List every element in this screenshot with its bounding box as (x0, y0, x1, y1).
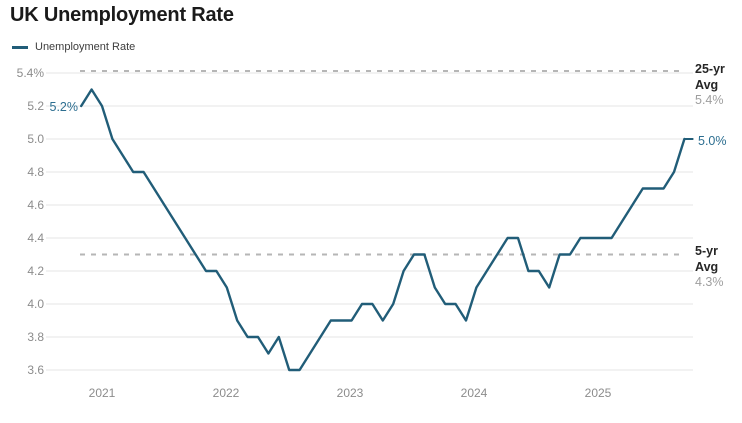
x-axis-tick-label: 2025 (585, 386, 612, 400)
annotation-25yr-avg-value: 5.4% (695, 93, 724, 107)
y-axis-tick-label: 4.6 (27, 198, 44, 212)
x-axis-tick-label: 2021 (89, 386, 116, 400)
y-axis-tick-label: 5.0 (27, 132, 44, 146)
annotation-5yr-avg-value: 4.3% (695, 275, 724, 289)
annotation-25yr-avg: 25-yr Avg 5.4% (695, 62, 741, 109)
x-axis-tick-label: 2024 (461, 386, 488, 400)
page-title: UK Unemployment Rate (10, 4, 234, 26)
last-point-value-label: 5.0% (698, 134, 727, 148)
y-axis-tick-label: 3.8 (27, 330, 44, 344)
y-axis-tick-label: 4.2 (27, 264, 44, 278)
x-axis-tick-label: 2022 (213, 386, 240, 400)
legend-label: Unemployment Rate (35, 41, 136, 53)
first-point-value-label: 5.2% (49, 100, 79, 114)
legend-line-swatch (12, 45, 28, 49)
y-axis-tick-label: 4.0 (27, 297, 44, 311)
annotation-5yr-avg: 5-yr Avg 4.3% (695, 244, 741, 291)
y-axis-tick-label: 3.6 (27, 363, 44, 377)
x-axis-tick-label: 2023 (337, 386, 364, 400)
annotation-5yr-avg-label: 5-yr Avg (695, 244, 719, 274)
y-axis-tick-label: 4.4 (27, 231, 44, 245)
legend-item-unemployment-rate[interactable]: Unemployment Rate (12, 41, 135, 53)
annotation-25yr-avg-label: 25-yr Avg (695, 62, 725, 92)
y-axis-tick-label: 5.2 (27, 99, 44, 113)
unemployment-rate-line (79, 88, 686, 372)
y-axis-tick-label: 4.8 (27, 165, 44, 179)
y-axis-tick-label: 5.4% (17, 66, 45, 80)
